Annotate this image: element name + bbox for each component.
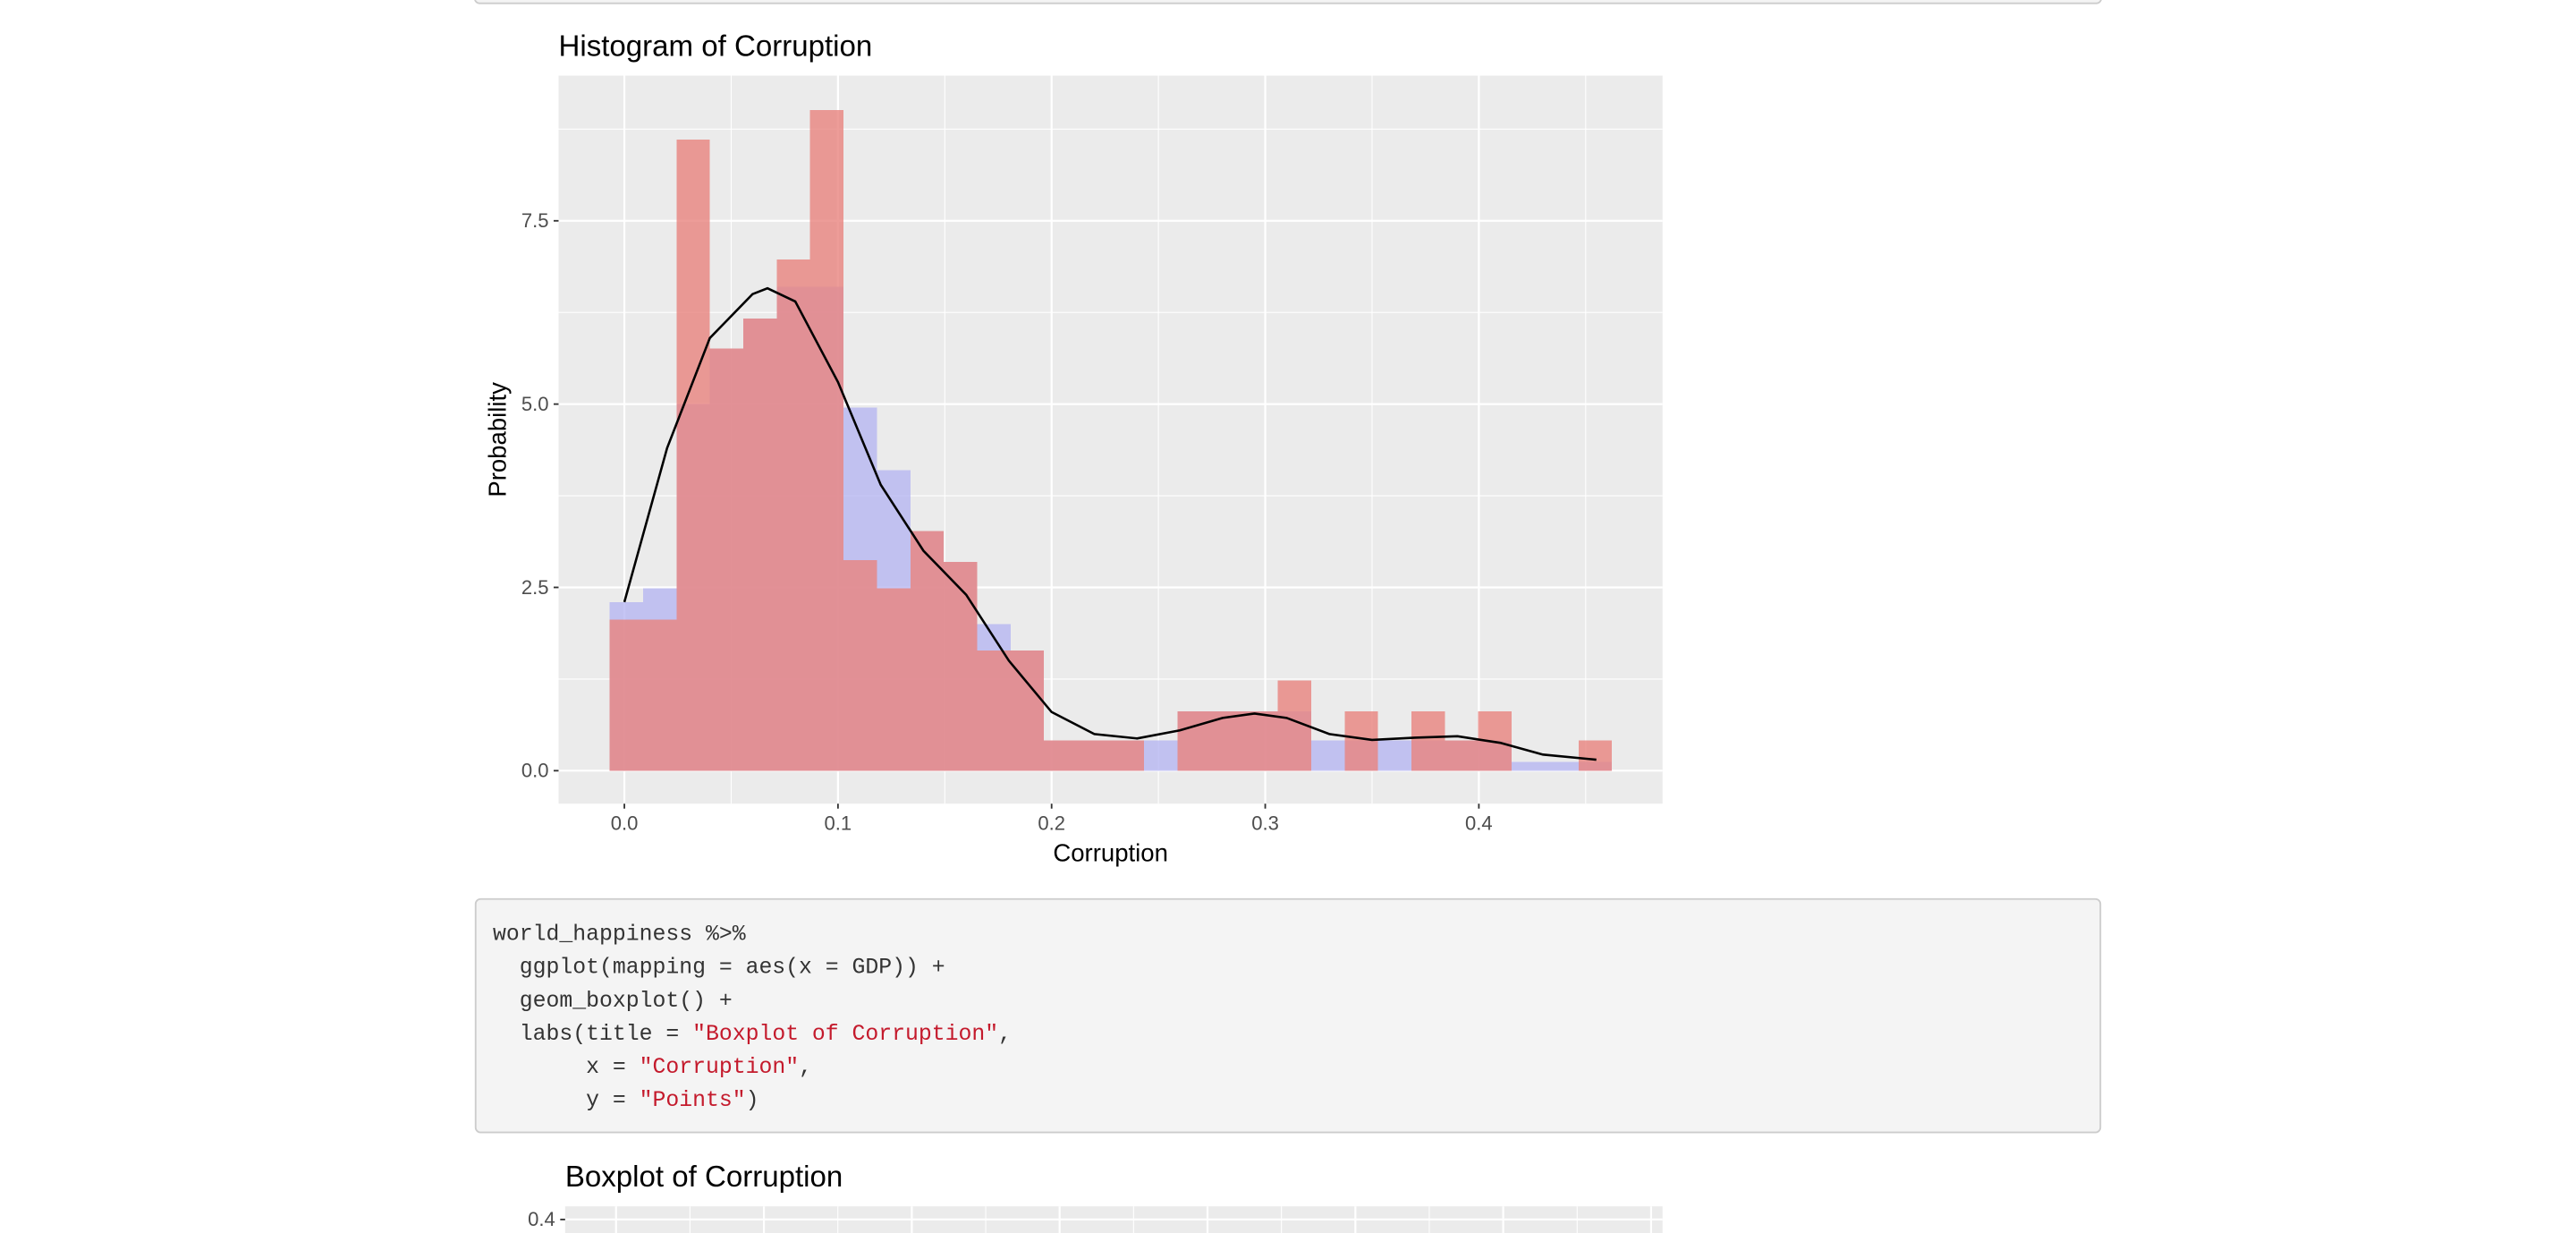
boxplot-chart: Boxplot of Corruption 0.4 — [528, 1161, 1663, 1233]
code-token: ggplot(mapping = aes(x = GDP)) + — [493, 956, 945, 981]
code-line: world_happiness %>% — [493, 923, 746, 948]
code-line: geom_boxplot() + — [493, 989, 733, 1014]
histogram-bar — [642, 619, 677, 771]
histogram-bar — [676, 139, 710, 771]
histogram-bar — [1310, 740, 1345, 771]
histogram-bar — [877, 588, 911, 771]
histogram-bar — [1210, 710, 1245, 771]
density-line — [623, 286, 1597, 761]
chart-title: Histogram of Corruption — [558, 30, 872, 63]
histogram-bar — [1110, 740, 1145, 771]
histogram-bar — [1512, 761, 1546, 771]
histogram-bar — [1177, 710, 1211, 771]
code-token: labs(title = — [493, 1022, 692, 1047]
code-line: y = "Points") — [493, 1088, 758, 1113]
x-tick-label: 0.3 — [1251, 812, 1279, 835]
code-token: "Corruption" — [640, 1055, 799, 1080]
code-line: x = "Corruption", — [493, 1055, 812, 1080]
histogram-bar — [977, 650, 1011, 771]
y-tick-label: 7.5 — [521, 209, 549, 232]
x-tick-label: 0.4 — [1465, 812, 1493, 835]
y-tick-label: 0.0 — [521, 760, 549, 782]
histogram-bar — [743, 318, 777, 771]
histogram-bar — [910, 531, 945, 771]
histogram-bar — [609, 619, 643, 771]
code-token: geom_boxplot() + — [493, 989, 733, 1014]
histogram-bar — [809, 110, 844, 771]
histogram-bar — [1578, 740, 1613, 771]
code-line: labs(title = "Boxplot of Corruption", — [493, 1022, 1012, 1047]
code-token: , — [799, 1055, 812, 1080]
code-token: y = — [493, 1088, 640, 1113]
code-block — [474, 897, 2102, 1134]
histogram-bar — [776, 259, 810, 771]
y-tick-label: 2.5 — [521, 576, 549, 599]
code-token: "Points" — [640, 1088, 746, 1113]
histogram-bar — [1377, 740, 1412, 771]
histogram-bar — [944, 561, 978, 771]
y-tick-label: 5.0 — [521, 393, 549, 415]
y-axis-label: Probability — [484, 382, 512, 497]
code-token: , — [998, 1022, 1012, 1047]
histogram-bar — [1077, 740, 1111, 771]
x-tick-label: 0.2 — [1038, 812, 1065, 835]
code-token: ) — [746, 1088, 759, 1113]
code-line: ggplot(mapping = aes(x = GDP)) + — [493, 956, 945, 981]
code-token: world_happiness %>% — [493, 923, 746, 948]
x-tick-label: 0.0 — [611, 812, 639, 835]
histogram-bar — [1545, 761, 1579, 771]
histogram-chart: Histogram of Corruption 0.0 0.1 0.2 0.3 0.4 0.… — [484, 30, 1663, 866]
x-axis-label: Corruption — [1053, 838, 1168, 866]
histogram-bar — [1144, 740, 1178, 771]
histogram-bar — [709, 348, 744, 771]
x-tick-label: 0.1 — [825, 812, 852, 835]
histogram-bar — [1411, 710, 1445, 771]
histogram-bar — [1244, 710, 1278, 771]
chart-title: Boxplot of Corruption — [565, 1161, 843, 1194]
code-token: "Boxplot of Corruption" — [692, 1022, 998, 1047]
previous-code-block — [474, 0, 2102, 4]
histogram-bar — [1445, 740, 1479, 771]
code-lines: world_happiness %>% ggplot(mapping = aes… — [493, 923, 1012, 1114]
code-token: x = — [493, 1055, 640, 1080]
histogram-bar — [1044, 740, 1078, 771]
y-tick-label: 0.4 — [528, 1208, 555, 1230]
histogram-bar — [843, 560, 877, 771]
